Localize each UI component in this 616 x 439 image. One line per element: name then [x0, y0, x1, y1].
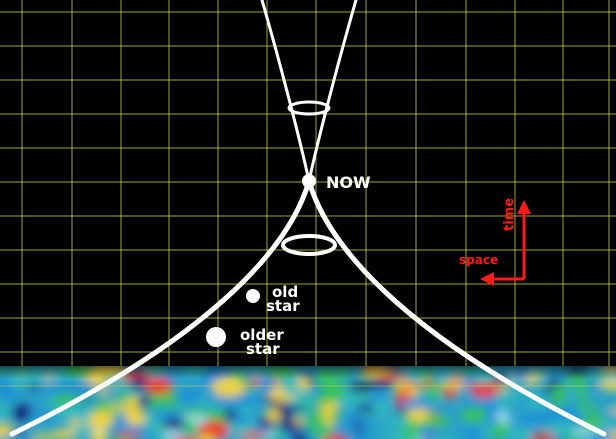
old-star-dot [246, 289, 260, 303]
arrow-up-icon [517, 200, 531, 279]
future-light-cone-right [307, 0, 358, 183]
space-axis-label: space [459, 253, 498, 267]
now-label: NOW [326, 173, 371, 192]
arrow-left-icon [480, 272, 524, 286]
future-cone-cross-section [287, 100, 331, 116]
cosmic-microwave-background-band [0, 366, 616, 439]
older-star-label-line2: star [246, 340, 280, 358]
older-star-label-line1: older [240, 326, 284, 344]
light-cone [9, 0, 607, 437]
spacetime-axes-indicator: time space [459, 198, 531, 286]
old-star-label-line2: star [266, 297, 300, 315]
older-star-dot [206, 327, 226, 347]
past-light-cone-left [9, 178, 312, 437]
future-light-cone-left [260, 0, 311, 183]
old-star-label-line1: old [272, 283, 298, 301]
past-light-cone-right [306, 178, 607, 437]
now-event-dot [302, 174, 316, 188]
time-axis-label: time [502, 198, 517, 231]
past-cone-cross-section [281, 234, 337, 256]
